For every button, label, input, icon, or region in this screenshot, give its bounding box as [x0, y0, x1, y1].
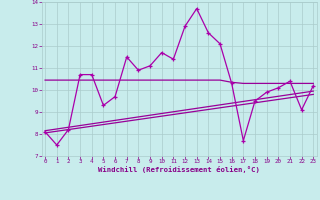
X-axis label: Windchill (Refroidissement éolien,°C): Windchill (Refroidissement éolien,°C): [98, 166, 260, 173]
